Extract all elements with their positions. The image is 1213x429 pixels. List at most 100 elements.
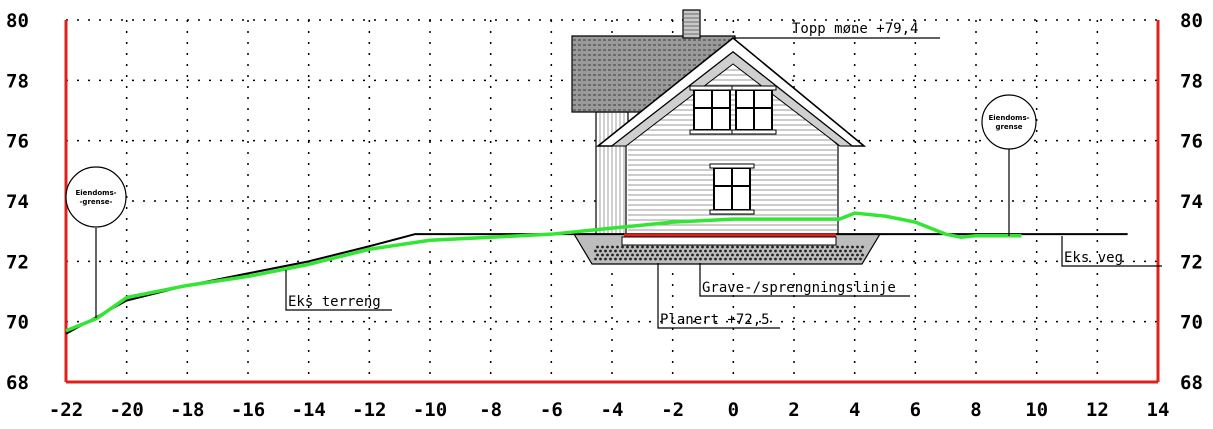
- gravel-dot: [841, 245, 844, 249]
- gravel-dot: [726, 253, 729, 257]
- gravel-dot: [669, 257, 672, 261]
- excavation-label: Grave-/sprengningslinje: [702, 280, 896, 296]
- gravel-dot: [611, 253, 614, 257]
- gravel-dot: [709, 249, 712, 253]
- gravel-dot: [651, 253, 654, 257]
- gravel-dot: [634, 249, 637, 253]
- gravel-dot: [731, 245, 734, 249]
- gravel-dot: [836, 253, 839, 257]
- gravel-dot: [821, 245, 824, 249]
- gravel-dot: [709, 257, 712, 261]
- gravel-dot: [641, 253, 644, 257]
- gravel-dot: [594, 257, 597, 261]
- gravel-dot: [764, 249, 767, 253]
- gravel-dot: [736, 253, 739, 257]
- gravel-dot: [839, 257, 842, 261]
- y-tick-label-left: 72: [6, 251, 29, 273]
- gravel-dot: [671, 245, 674, 249]
- gravel-dot: [851, 245, 854, 249]
- gravel-dot: [849, 257, 852, 261]
- y-tick-label-right: 70: [1180, 312, 1203, 334]
- gravel-dot: [619, 249, 622, 253]
- gravel-dot: [681, 245, 684, 249]
- gravel-dot: [724, 249, 727, 253]
- x-tick-label: -12: [352, 399, 386, 421]
- gravel-dot: [611, 245, 614, 249]
- gravel-dot: [669, 249, 672, 253]
- gravel-dot: [824, 257, 827, 261]
- x-tick-label: -16: [231, 399, 265, 421]
- x-tick-label: -2: [661, 399, 684, 421]
- terrain-lines: [65, 211, 1128, 335]
- x-tick-label: -10: [413, 399, 447, 421]
- gravel-dot: [599, 257, 602, 261]
- gravel-dot: [644, 257, 647, 261]
- gravel-dot: [644, 249, 647, 253]
- leader-lines: [95, 37, 1162, 329]
- y-tick-label-left: 74: [6, 191, 29, 213]
- gravel-dot: [689, 249, 692, 253]
- y-tick-label-right: 68: [1180, 372, 1203, 394]
- gravel-dot: [711, 253, 714, 257]
- gravel-dot: [619, 257, 622, 261]
- gravel-dot: [696, 245, 699, 249]
- gravel-dot: [599, 249, 602, 253]
- gravel-dot: [731, 253, 734, 257]
- gravel-dot: [674, 257, 677, 261]
- gravel-dot: [614, 249, 617, 253]
- x-tick-label: 0: [728, 399, 739, 421]
- gravel-dot: [844, 257, 847, 261]
- gravel-dot: [754, 249, 757, 253]
- gravel-dot: [801, 245, 804, 249]
- gravel-dot: [734, 249, 737, 253]
- gravel-dot: [859, 257, 862, 261]
- gravel-dot: [859, 249, 862, 253]
- gravel-dot: [769, 249, 772, 253]
- gravel-dot: [636, 253, 639, 257]
- gravel-dot: [704, 257, 707, 261]
- gravel-dot: [851, 253, 854, 257]
- gravel-dot: [691, 245, 694, 249]
- gravel-dot: [719, 257, 722, 261]
- gravel-dot: [814, 249, 817, 253]
- x-tick-label: 10: [1025, 399, 1048, 421]
- gravel-dot: [761, 253, 764, 257]
- gravel-dot: [759, 249, 762, 253]
- gravel-dot: [594, 249, 597, 253]
- gravel-dot: [771, 245, 774, 249]
- gravel-dot: [596, 253, 599, 257]
- gravel-dot: [609, 249, 612, 253]
- gravel-dot: [766, 253, 769, 257]
- gravel-dot: [729, 249, 732, 253]
- gravel-dot: [856, 245, 859, 249]
- gravel-dot: [664, 249, 667, 253]
- gravel-dot: [766, 245, 769, 249]
- gravel-dot: [661, 253, 664, 257]
- gravel-dot: [696, 253, 699, 257]
- gravel-dot: [784, 249, 787, 253]
- gravel-dot: [701, 245, 704, 249]
- gravel-dot: [764, 257, 767, 261]
- gravel-dot: [839, 249, 842, 253]
- gravel-dot: [786, 245, 789, 249]
- lower-window: [709, 163, 755, 215]
- gravel-dot: [629, 257, 632, 261]
- gravel-dot: [776, 245, 779, 249]
- gravel-dot: [671, 253, 674, 257]
- proposed-terrain-line: [65, 211, 1022, 333]
- gravel-dot: [791, 253, 794, 257]
- gravel-dot: [706, 253, 709, 257]
- gravel-dot: [836, 245, 839, 249]
- ground-label: Eks terreng: [288, 294, 381, 310]
- gravel-dot: [656, 245, 659, 249]
- gravel-dot: [736, 245, 739, 249]
- gravel-dot: [691, 253, 694, 257]
- gravel-dot: [761, 245, 764, 249]
- gravel-dot: [779, 257, 782, 261]
- y-tick-label-right: 78: [1180, 70, 1203, 92]
- gravel-dot: [829, 257, 832, 261]
- gravel-dot: [641, 245, 644, 249]
- gravel-dot: [739, 257, 742, 261]
- gravel-dot: [626, 245, 629, 249]
